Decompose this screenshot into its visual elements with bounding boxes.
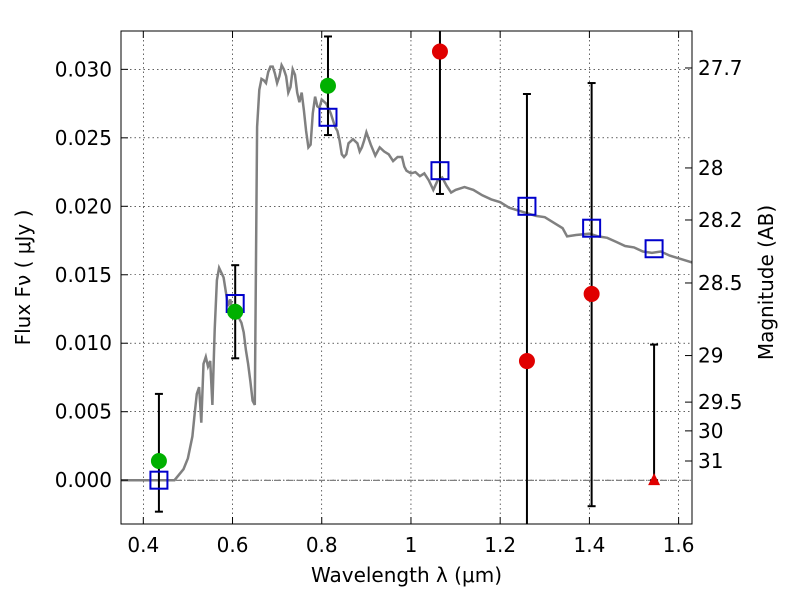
model-point — [582, 218, 602, 238]
grid — [121, 31, 692, 524]
model-point — [318, 107, 338, 127]
right-tick-label: 28 — [698, 156, 723, 180]
right-tick-label: 28.2 — [698, 208, 743, 232]
right-tick-label: 27.7 — [698, 56, 743, 80]
right-axis-label: Magnitude (AB) — [754, 205, 778, 360]
y-tick-label: 0.020 — [55, 194, 112, 218]
upper-limit-markers — [648, 473, 661, 486]
model-point — [149, 470, 169, 490]
x-tick-label: 1.6 — [663, 533, 695, 557]
y-tick-label: 0.000 — [55, 468, 112, 492]
right-tick-label: 29.5 — [698, 390, 743, 414]
y-tick-label: 0.005 — [55, 400, 112, 424]
right-tick-label: 28.5 — [698, 271, 743, 295]
right-axis-ticks: 27.7 28 28.2 28.5 29 29.5 30 31 — [685, 56, 743, 473]
y-tick-label: 0.025 — [55, 126, 112, 150]
model-point — [430, 161, 450, 181]
green-markers — [150, 77, 336, 470]
y-axis-ticks: 0.000 0.005 0.010 0.015 0.020 0.025 0.030 — [55, 57, 128, 492]
y-tick-label: 0.010 — [55, 331, 112, 355]
red-point — [518, 353, 535, 370]
green-point — [319, 77, 336, 94]
red-point — [583, 285, 600, 302]
model-point — [517, 196, 537, 216]
right-tick-label: 30 — [698, 419, 723, 443]
x-tick-label: 0.8 — [306, 533, 338, 557]
x-tick-label: 0.6 — [217, 533, 249, 557]
plot-area — [121, 61, 692, 482]
red-point — [431, 43, 448, 60]
x-tick-label: 1.4 — [573, 533, 605, 557]
x-axis-label: Wavelength λ (μm) — [311, 563, 502, 587]
x-tick-label: 1 — [405, 533, 418, 557]
y-axis-label: Flux Fν ( μJy ) — [11, 210, 35, 346]
y-tick-label: 0.030 — [55, 57, 112, 81]
upper-limit-point — [648, 473, 661, 486]
right-tick-label: 29 — [698, 344, 723, 368]
green-point — [150, 453, 167, 470]
right-tick-label: 31 — [698, 449, 723, 473]
x-tick-label: 1.2 — [484, 533, 516, 557]
plot-frame — [120, 30, 693, 525]
red-markers — [431, 43, 600, 370]
x-tick-label: 0.4 — [127, 533, 159, 557]
green-point — [227, 303, 244, 320]
template-spectrum-line — [121, 61, 692, 482]
x-axis-ticks: 0.4 0.6 0.8 1 1.2 1.4 1.6 — [127, 31, 695, 557]
errorbars — [154, 31, 659, 524]
y-tick-label: 0.015 — [55, 263, 112, 287]
model-point — [644, 239, 664, 259]
